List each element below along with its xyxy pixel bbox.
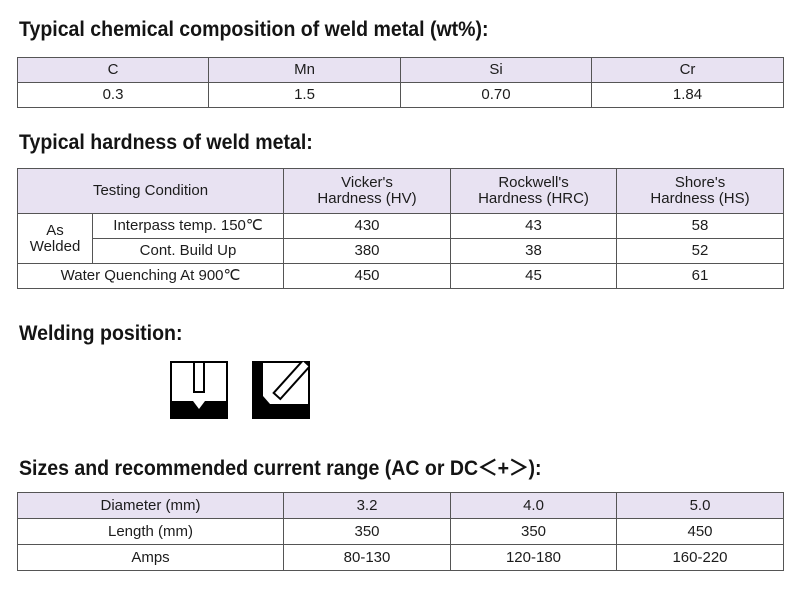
sizes-length-3: 450 [616,518,784,545]
hardness-header-hrc: Rockwell's Hardness (HRC) [450,168,618,214]
sizes-length-1: 350 [283,518,451,545]
composition-value-cr: 1.84 [591,82,784,108]
hardness-header-condition: Testing Condition [16,168,285,214]
hardness-header-hs: Shore's Hardness (HS) [616,168,785,214]
composition-table: C Mn Si Cr 0.3 1.5 0.70 1.84 [17,57,784,108]
welding-position-heading: Welding position: [19,322,183,345]
sizes-row-length: Length (mm) 350 350 450 [17,518,784,545]
composition-heading: Typical chemical composition of weld met… [19,18,489,41]
hardness-condition-interpass: Interpass temp. 150℃ [91,213,285,239]
sizes-label-diameter: Diameter (mm) [17,492,284,519]
hardness-header-hv-line1: Vicker's [341,174,393,191]
composition-value-c: 0.3 [17,82,209,108]
composition-header-cr: Cr [591,57,784,83]
sizes-amps-1: 80-130 [283,544,451,571]
horizontal-fillet-position-icon-graphic [252,358,312,419]
hardness-hs-interpass: 58 [616,213,785,239]
hardness-table: Testing Condition Vicker's Hardness (HV)… [16,168,785,289]
composition-header-c: C [17,57,209,83]
sizes-heading: Sizes and recommended current range (AC … [19,457,542,480]
hardness-hv-quench: 450 [283,263,452,289]
sizes-label-amps: Amps [17,544,284,571]
hardness-row-quench: Water Quenching At 900℃ 450 45 61 [16,263,785,289]
composition-value-mn: 1.5 [208,82,401,108]
hardness-header-hv: Vicker's Hardness (HV) [283,168,452,214]
as-welded-line2: Welded [29,237,81,255]
flat-position-icon-graphic [170,361,228,419]
flat-position-icon [170,361,228,419]
hardness-header-hrc-line2: Hardness (HRC) [478,190,589,207]
hardness-heading: Typical hardness of weld metal: [19,131,313,154]
hardness-header-row: Testing Condition Vicker's Hardness (HV)… [16,168,785,214]
hardness-hrc-interpass: 43 [450,213,618,239]
sizes-row-diameter: Diameter (mm) 3.2 4.0 5.0 [17,492,784,519]
composition-value-si: 0.70 [400,82,592,108]
hardness-header-hrc-line1: Rockwell's [498,174,569,191]
hardness-hs-quench: 61 [616,263,785,289]
composition-header-mn: Mn [208,57,401,83]
sizes-amps-2: 120-180 [450,544,617,571]
sizes-amps-3: 160-220 [616,544,784,571]
hardness-condition-quench: Water Quenching At 900℃ [16,263,285,289]
sizes-diameter-2: 4.0 [450,492,617,519]
hardness-hv-buildup: 380 [283,238,452,264]
hardness-condition-buildup: Cont. Build Up [91,238,285,264]
composition-value-row: 0.3 1.5 0.70 1.84 [17,82,784,108]
as-welded-label: As Welded [17,213,93,264]
hardness-hrc-buildup: 38 [450,238,618,264]
hardness-header-hs-line1: Shore's [674,174,726,191]
sizes-length-2: 350 [450,518,617,545]
hardness-header-hs-line2: Hardness (HS) [650,190,750,207]
as-welded-line1: As [46,221,64,239]
sizes-diameter-3: 5.0 [616,492,784,519]
sizes-row-amps: Amps 80-130 120-180 160-220 [17,544,784,571]
hardness-hs-buildup: 52 [616,238,785,264]
hardness-row-buildup: Cont. Build Up 380 38 52 [18,238,785,264]
horizontal-fillet-position-icon [252,358,312,419]
hardness-hv-interpass: 430 [283,213,452,239]
hardness-hrc-quench: 45 [450,263,618,289]
hardness-row-interpass: As Welded Interpass temp. 150℃ 430 43 58 [17,213,785,264]
hardness-header-hv-line2: Hardness (HV) [317,190,417,207]
sizes-table: Diameter (mm) 3.2 4.0 5.0 Length (mm) 35… [17,492,784,571]
composition-header-row: C Mn Si Cr [17,57,784,83]
sizes-diameter-1: 3.2 [283,492,451,519]
composition-header-si: Si [400,57,592,83]
sizes-label-length: Length (mm) [17,518,284,545]
